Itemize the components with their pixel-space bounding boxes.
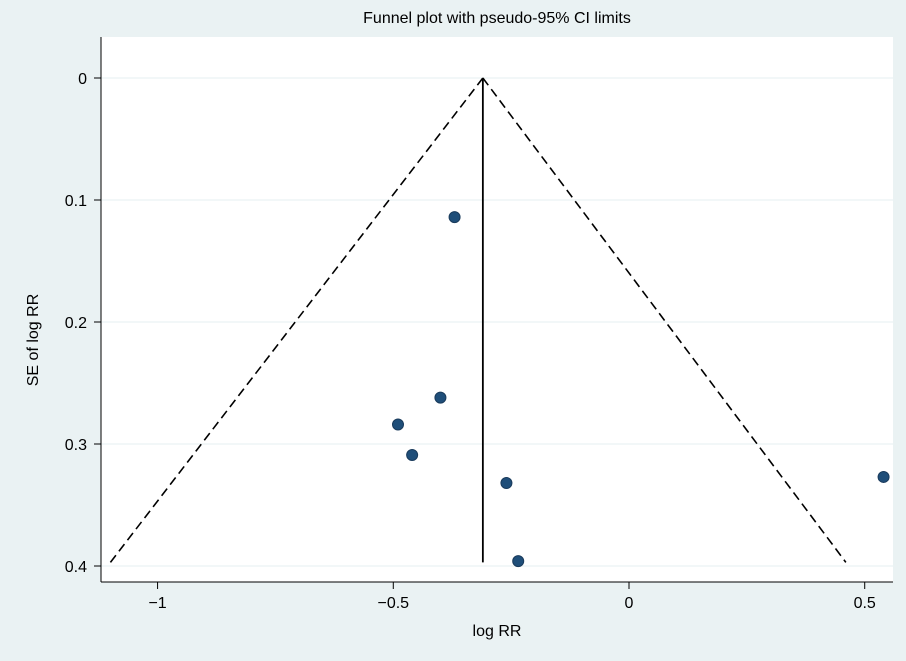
plot-background xyxy=(101,37,893,582)
ci-limit-right xyxy=(482,77,847,563)
data-point xyxy=(500,477,513,490)
data-point xyxy=(448,211,461,224)
ci-limits xyxy=(109,77,847,563)
data-point xyxy=(392,418,404,431)
y-tick-label: 0.1 xyxy=(65,193,87,210)
x-tick-label: −1 xyxy=(148,595,166,612)
grid xyxy=(101,77,893,567)
y-tick-label: 0.2 xyxy=(65,315,87,332)
chart-title: Funnel plot with pseudo-95% CI limits xyxy=(363,10,631,27)
y-tick-label: 0.3 xyxy=(65,437,87,454)
data-points xyxy=(392,211,890,568)
x-tick-label: −0.5 xyxy=(377,595,409,612)
data-point xyxy=(877,470,890,483)
y-tick-label: 0.4 xyxy=(65,559,87,576)
y-axis-title: SE of log RR xyxy=(25,294,42,386)
x-tick-label: 0.5 xyxy=(854,595,876,612)
data-point xyxy=(406,448,419,461)
axes: 0 0.1 0.2 0.3 0.4 −1 −0.5 0 0.5 xyxy=(65,37,893,612)
data-point xyxy=(512,555,525,568)
data-point xyxy=(434,391,447,404)
y-tick-label: 0 xyxy=(78,71,87,88)
x-tick-label: 0 xyxy=(625,595,634,612)
x-axis-title: log RR xyxy=(473,623,522,640)
ci-limit-left xyxy=(109,77,484,563)
